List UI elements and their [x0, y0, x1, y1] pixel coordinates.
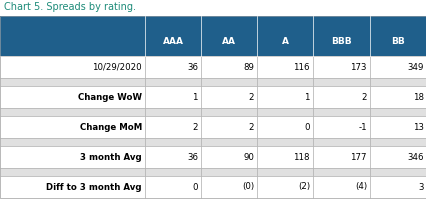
Bar [145, 56, 201, 78]
Text: Change WoW: Change WoW [78, 93, 142, 102]
Bar [369, 146, 426, 168]
Bar [145, 146, 201, 168]
Bar [369, 86, 426, 108]
Text: 0: 0 [304, 122, 309, 131]
Bar [369, 78, 426, 86]
Bar [369, 56, 426, 78]
Bar [0, 146, 145, 168]
Text: 10/29/2020: 10/29/2020 [92, 62, 142, 71]
Text: BBB: BBB [331, 37, 351, 46]
Bar [312, 116, 369, 138]
Bar [312, 176, 369, 198]
Bar [0, 176, 145, 198]
Bar [145, 86, 201, 108]
Text: -1: -1 [357, 122, 366, 131]
Bar [201, 138, 256, 146]
Text: 0: 0 [192, 182, 198, 191]
Text: 2: 2 [361, 93, 366, 102]
Bar [0, 108, 145, 116]
Text: (4): (4) [354, 182, 366, 191]
Bar [0, 138, 145, 146]
Text: 3: 3 [417, 182, 423, 191]
Bar [369, 108, 426, 116]
Text: 90: 90 [242, 153, 253, 162]
Bar [201, 116, 256, 138]
Text: 2: 2 [248, 122, 253, 131]
Text: Change MoM: Change MoM [80, 122, 142, 131]
Bar [0, 116, 145, 138]
Bar [201, 146, 256, 168]
Text: 3 month Avg: 3 month Avg [80, 153, 142, 162]
Text: 177: 177 [350, 153, 366, 162]
Text: AA: AA [222, 37, 236, 46]
Bar [312, 168, 369, 176]
Bar [256, 116, 312, 138]
Bar [256, 146, 312, 168]
Bar [256, 78, 312, 86]
Text: 89: 89 [242, 62, 253, 71]
Bar [145, 116, 201, 138]
Bar [0, 56, 145, 78]
Bar [201, 108, 256, 116]
Text: 36: 36 [187, 153, 198, 162]
Text: Diff to 3 month Avg: Diff to 3 month Avg [46, 182, 142, 191]
Text: BB: BB [391, 37, 404, 46]
Text: 1: 1 [192, 93, 198, 102]
Bar [256, 138, 312, 146]
Text: (0): (0) [241, 182, 253, 191]
Bar [145, 138, 201, 146]
Text: A: A [281, 37, 288, 46]
Bar [0, 86, 145, 108]
Bar [312, 146, 369, 168]
Text: 2: 2 [192, 122, 198, 131]
Bar [0, 78, 145, 86]
Text: 349: 349 [407, 62, 423, 71]
Bar [312, 108, 369, 116]
Bar [201, 168, 256, 176]
Bar [369, 138, 426, 146]
Bar [201, 86, 256, 108]
Bar [256, 108, 312, 116]
Bar [256, 86, 312, 108]
Text: 36: 36 [187, 62, 198, 71]
Bar [312, 138, 369, 146]
Text: AAA: AAA [162, 37, 183, 46]
Bar [312, 56, 369, 78]
Text: 116: 116 [293, 62, 309, 71]
Bar [312, 86, 369, 108]
Text: 173: 173 [350, 62, 366, 71]
Bar [369, 168, 426, 176]
Bar [256, 56, 312, 78]
Bar [145, 176, 201, 198]
Bar [369, 116, 426, 138]
Text: 346: 346 [406, 153, 423, 162]
Bar [312, 78, 369, 86]
Text: 1: 1 [304, 93, 309, 102]
Bar [145, 108, 201, 116]
Bar [256, 168, 312, 176]
Bar [145, 168, 201, 176]
Bar [0, 16, 426, 56]
Text: 2: 2 [248, 93, 253, 102]
Bar [201, 176, 256, 198]
Bar [201, 56, 256, 78]
Bar [145, 78, 201, 86]
Text: 13: 13 [412, 122, 423, 131]
Bar [369, 176, 426, 198]
Bar [201, 78, 256, 86]
Text: Chart 5. Spreads by rating.: Chart 5. Spreads by rating. [4, 2, 136, 12]
Bar [256, 176, 312, 198]
Bar [0, 168, 145, 176]
Text: 118: 118 [293, 153, 309, 162]
Text: 18: 18 [412, 93, 423, 102]
Text: (2): (2) [297, 182, 309, 191]
Bar [0, 16, 426, 198]
